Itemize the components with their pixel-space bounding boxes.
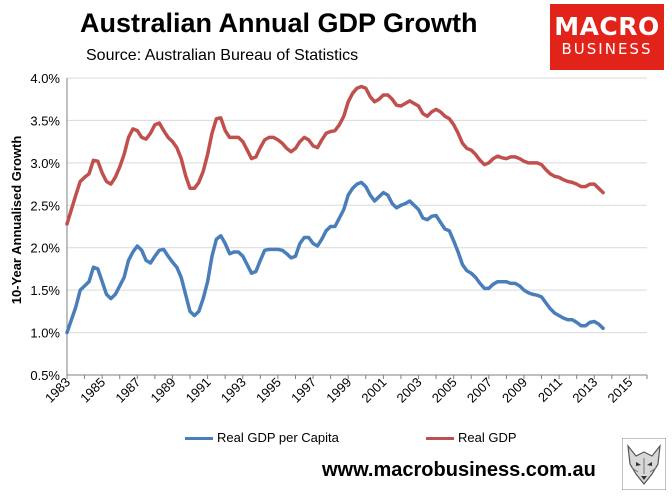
website-url[interactable]: www.macrobusiness.com.au <box>322 459 596 481</box>
x-tick-label: 1993 <box>218 375 249 406</box>
x-tick-label: 2013 <box>569 375 600 406</box>
x-tick-label: 2011 <box>535 375 565 405</box>
x-tick-label: 1999 <box>323 375 354 406</box>
x-tick-label: 1985 <box>77 375 108 406</box>
y-tick-label: 4.0% <box>30 71 60 86</box>
y-tick-label: 3.5% <box>30 113 60 128</box>
y-tick-label: 3.0% <box>30 156 60 171</box>
y-tick-label: 0.5% <box>30 368 60 383</box>
x-tick-label: 2009 <box>499 375 530 406</box>
chart-title: Australian Annual GDP Growth <box>80 8 478 38</box>
y-tick-label: 2.0% <box>30 241 60 256</box>
legend-swatch <box>426 437 454 441</box>
legend-item-real-gdp-per-capita[interactable]: Real GDP per Capita <box>185 430 339 445</box>
grid-lines <box>67 77 647 334</box>
y-axis-label: 10-Year Annualised Growth <box>9 136 24 305</box>
x-tick-label: 1989 <box>148 375 179 406</box>
x-tick-label: 2007 <box>464 375 495 406</box>
y-tick-labels: 0.5% 1.0% 1.5% 2.0% 2.5% 3.0% 3.5% 4.0% <box>30 71 60 383</box>
chart-axes <box>66 78 648 379</box>
legend-swatch <box>185 437 213 441</box>
x-tick-label: 1991 <box>183 375 214 406</box>
x-tick-label: 1987 <box>112 375 143 406</box>
y-tick-label: 2.5% <box>30 198 60 213</box>
x-tick-label: 1997 <box>288 375 319 406</box>
x-tick-labels: 1983 1985 1987 1989 1991 1993 1995 1997 1999 2001… <box>42 375 635 406</box>
legend-item-real-gdp[interactable]: Real GDP <box>426 430 517 445</box>
y-tick-label: 1.5% <box>30 283 60 298</box>
x-tick-label: 2015 <box>604 375 635 406</box>
logo-line-macro: MACRO <box>554 12 660 41</box>
series-line-real-gdp <box>65 84 605 226</box>
chart-subtitle: Source: Australian Bureau of Statistics <box>86 47 359 64</box>
legend-label: Real GDP <box>458 430 517 445</box>
x-tick-label: 2005 <box>429 375 460 406</box>
chart-series <box>65 84 605 335</box>
legend-label: Real GDP per Capita <box>217 430 339 445</box>
logo-line-business: BUSINESS <box>561 40 653 58</box>
x-tick-label: 2003 <box>394 375 425 406</box>
y-tick-label: 1.0% <box>30 326 60 341</box>
series-line-real-gdp-per-capita <box>65 180 605 335</box>
x-tick-label: 2001 <box>358 375 389 406</box>
wolf-head-icon <box>622 438 666 490</box>
x-tick-label: 1995 <box>253 375 284 406</box>
macrobusiness-logo[interactable]: MACRO BUSINESS <box>550 4 664 70</box>
